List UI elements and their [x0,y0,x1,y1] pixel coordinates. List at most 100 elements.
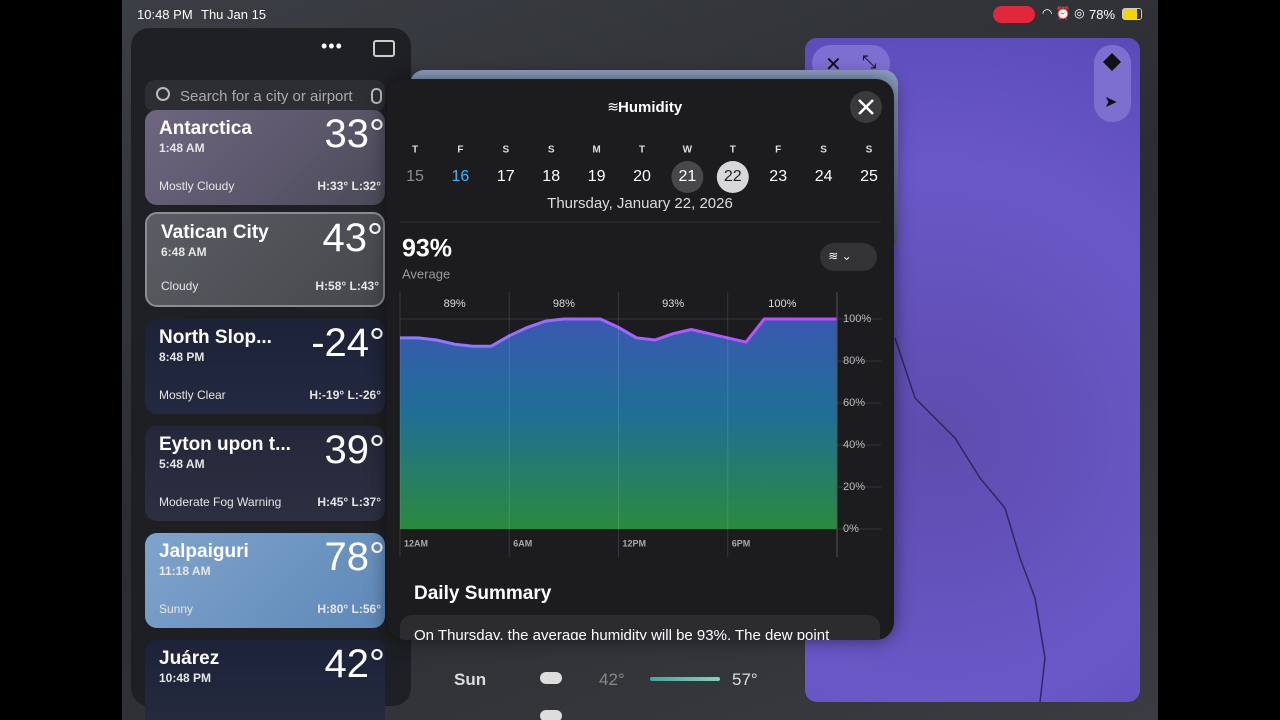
city-low: L:-26° [347,388,381,402]
weekday-label: F [775,145,781,156]
day-number[interactable]: 20 [633,168,651,185]
weekday-label: S [866,145,873,156]
day-number[interactable]: 17 [497,168,515,185]
humidity-panel-content: ≋ Humidity ≋ ⌄ 93% Average Thursday, Jan… [399,91,882,640]
weekday-label: T [412,145,418,156]
day-number[interactable]: 18 [542,168,560,185]
chart-type-dropdown[interactable] [820,243,877,271]
day-number[interactable]: 16 [452,168,470,185]
city-card[interactable]: Jalpaiguri 11:18 AM 78° Sunny H:80° L:56° [145,533,385,628]
city-card[interactable]: Vatican City 6:48 AM 43° Cloudy H:58° L:43° [145,212,385,307]
weekday-label: S [548,145,555,156]
search-bar[interactable] [145,80,385,112]
dropdown-icon[interactable]: ≋ ⌄ [828,249,851,263]
day-number[interactable]: 22 [724,168,742,185]
selected-date: Thursday, January 22, 2026 [547,195,733,212]
day-number[interactable]: 15 [406,168,424,185]
y-tick-label: 20% [843,481,865,493]
weekday-label: W [683,145,693,156]
x-tick-label: 6AM [513,538,532,548]
recording-indicator [993,6,1035,23]
summary-text: On Thursday, the average humidity will b… [414,627,830,640]
city-name: Antarctica [159,118,252,139]
city-condition: Sunny [159,602,194,616]
city-time: 1:48 AM [159,141,205,155]
y-tick-label: 80% [843,355,865,367]
weekday-label: T [639,145,645,156]
city-high-low: H:33° L:32° [317,179,381,193]
city-temperature: 33° [324,112,386,156]
day-number[interactable]: 25 [860,168,878,185]
temperature-bar [650,677,720,681]
city-name: Juárez [159,648,220,669]
humidity-line [400,317,837,348]
city-name: Jalpaiguri [159,541,249,562]
city-time: 5:48 AM [159,457,205,471]
more-button[interactable]: ••• [321,36,343,56]
city-high-low: H:80° L:56° [317,602,381,616]
sidebar-toggle[interactable] [373,40,395,57]
weekday-label: S [820,145,827,156]
city-temperature: 39° [324,428,386,472]
period-label: 93% [662,298,684,310]
day-number[interactable]: 24 [815,168,833,185]
battery-percent: 78% [1089,7,1116,22]
city-time: 11:18 AM [159,564,211,578]
city-time: 8:48 PM [159,350,205,364]
status-time: 10:48 PM [137,7,193,22]
mic-icon[interactable] [371,88,382,104]
panel-title: Humidity [618,99,683,116]
city-card[interactable]: Eyton upon t... 5:48 AM 39° Moderate Fog Wa… [145,426,385,521]
city-name: Eyton upon t... [159,434,291,455]
weekday-label: S [502,145,509,156]
city-high-low: H:58° L:43° [315,279,379,293]
status-icons: ◠ ⏰ ◎ [1042,6,1085,20]
forecast-high: 57° [732,670,758,689]
city-card[interactable]: Antarctica 1:48 AM 33° Mostly Cloudy H:33° L… [145,110,385,205]
x-tick-label: 6PM [732,538,751,548]
weekday-label: T [730,145,736,156]
status-date: Thu Jan 15 [201,7,267,22]
period-label: 89% [444,298,466,310]
search-icon [156,87,170,101]
city-low: L:37° [351,495,381,509]
city-card[interactable]: North Slop... 8:48 PM -24° Mostly Clear H:-1… [145,319,385,414]
day-number[interactable]: 23 [769,168,787,185]
city-condition: Mostly Cloudy [159,179,235,193]
city-name: Vatican City [161,222,269,243]
map-expand[interactable]: ⤡ [862,52,877,72]
city-temperature: 42° [324,642,386,686]
average-value: 93% [402,235,452,263]
y-tick-label: 100% [843,313,871,325]
day-number[interactable]: 21 [679,168,697,185]
city-low: L:56° [351,602,381,616]
city-time: 6:48 AM [161,245,207,259]
city-high: H:80° [317,602,349,616]
city-name: North Slop... [159,327,272,348]
y-tick-label: 0% [843,523,859,535]
close-icon[interactable] [858,99,874,115]
y-tick-label: 60% [843,397,865,409]
map-border [894,337,1046,702]
day-selected [716,161,749,193]
city-time: 10:48 PM [159,671,212,685]
period-label: 98% [553,298,575,310]
average-label: Average [402,266,450,281]
cloud-icon [540,672,562,684]
city-low: L:32° [351,179,381,193]
humidity-area [400,319,837,529]
city-condition: Cloudy [161,279,199,293]
humidity-panel: ≋ Humidity ≋ ⌄ 93% Average Thursday, Jan… [387,79,894,640]
city-high: H:58° [315,279,347,293]
city-high-low: H:-19° L:-26° [309,388,381,402]
city-card[interactable]: Juárez 10:48 PM 42° [145,640,385,720]
humidity-chart: 0% 20% 40% 60% 80% 100% 12AM 6AM 12PM 6PM 89% 98% 93… [399,292,881,557]
period-label: 100% [768,298,796,310]
location-icon[interactable]: ➤ [1104,94,1118,111]
search-placeholder[interactable]: Search for a city or airport [180,88,353,105]
day-number[interactable]: 19 [588,168,606,185]
city-low: L:43° [349,279,379,293]
city-condition: Moderate Fog Warning [159,495,282,509]
battery-icon [1122,8,1142,20]
